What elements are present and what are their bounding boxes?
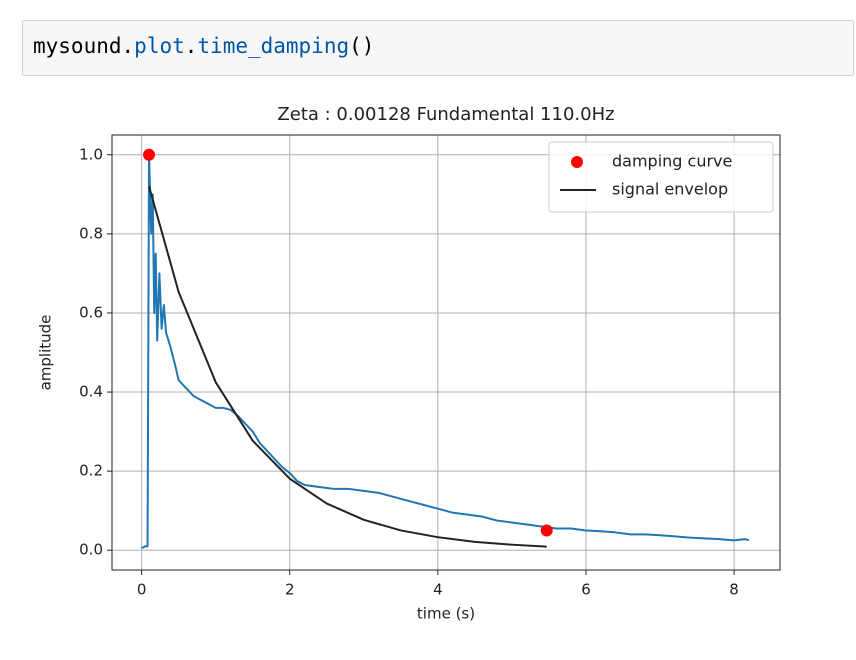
y-tick-label: 1.0 (79, 145, 103, 163)
x-tick-label: 6 (581, 581, 591, 599)
y-axis-label: amplitude (37, 315, 55, 391)
x-tick-label: 8 (729, 581, 739, 599)
y-tick-label: 0.4 (79, 383, 103, 401)
code-token: () (349, 34, 375, 58)
code-token: . (184, 34, 198, 58)
x-tick-label: 2 (285, 581, 295, 599)
code-cell[interactable]: mysound.plot.time_damping() (22, 20, 854, 76)
y-tick-label: 0.8 (79, 224, 103, 242)
series-line (141, 153, 750, 550)
x-axis-label: time (s) (417, 605, 475, 623)
y-tick-label: 0.6 (79, 303, 103, 321)
legend-label: damping curve (612, 152, 732, 171)
scatter-point (143, 148, 156, 161)
legend-marker (571, 156, 583, 168)
y-tick-label: 0.0 (79, 541, 103, 559)
series-line (148, 186, 547, 548)
legend: damping curve signal envelop (548, 141, 774, 213)
code-token: mysound (33, 34, 122, 58)
chart: 0 2 4 6 8 0.0 0.2 0.4 0.6 0.8 1.0 Zeta : 0.00128 Fu… (37, 104, 781, 623)
code-token: plot (134, 34, 185, 58)
legend-label: signal envelop (612, 180, 728, 199)
legend-box (548, 141, 774, 213)
code-token: time_damping (197, 34, 350, 58)
x-tick-label: 4 (433, 581, 443, 599)
code-token: . (121, 34, 135, 58)
code-text: mysound.plot.time_damping() (33, 34, 374, 58)
chart-title: Zeta : 0.00128 Fundamental 110.0Hz (277, 104, 614, 125)
x-tick-label: 0 (137, 581, 147, 599)
plot-frame (111, 134, 781, 571)
scatter-point (540, 524, 553, 537)
y-tick-label: 0.2 (79, 462, 103, 480)
